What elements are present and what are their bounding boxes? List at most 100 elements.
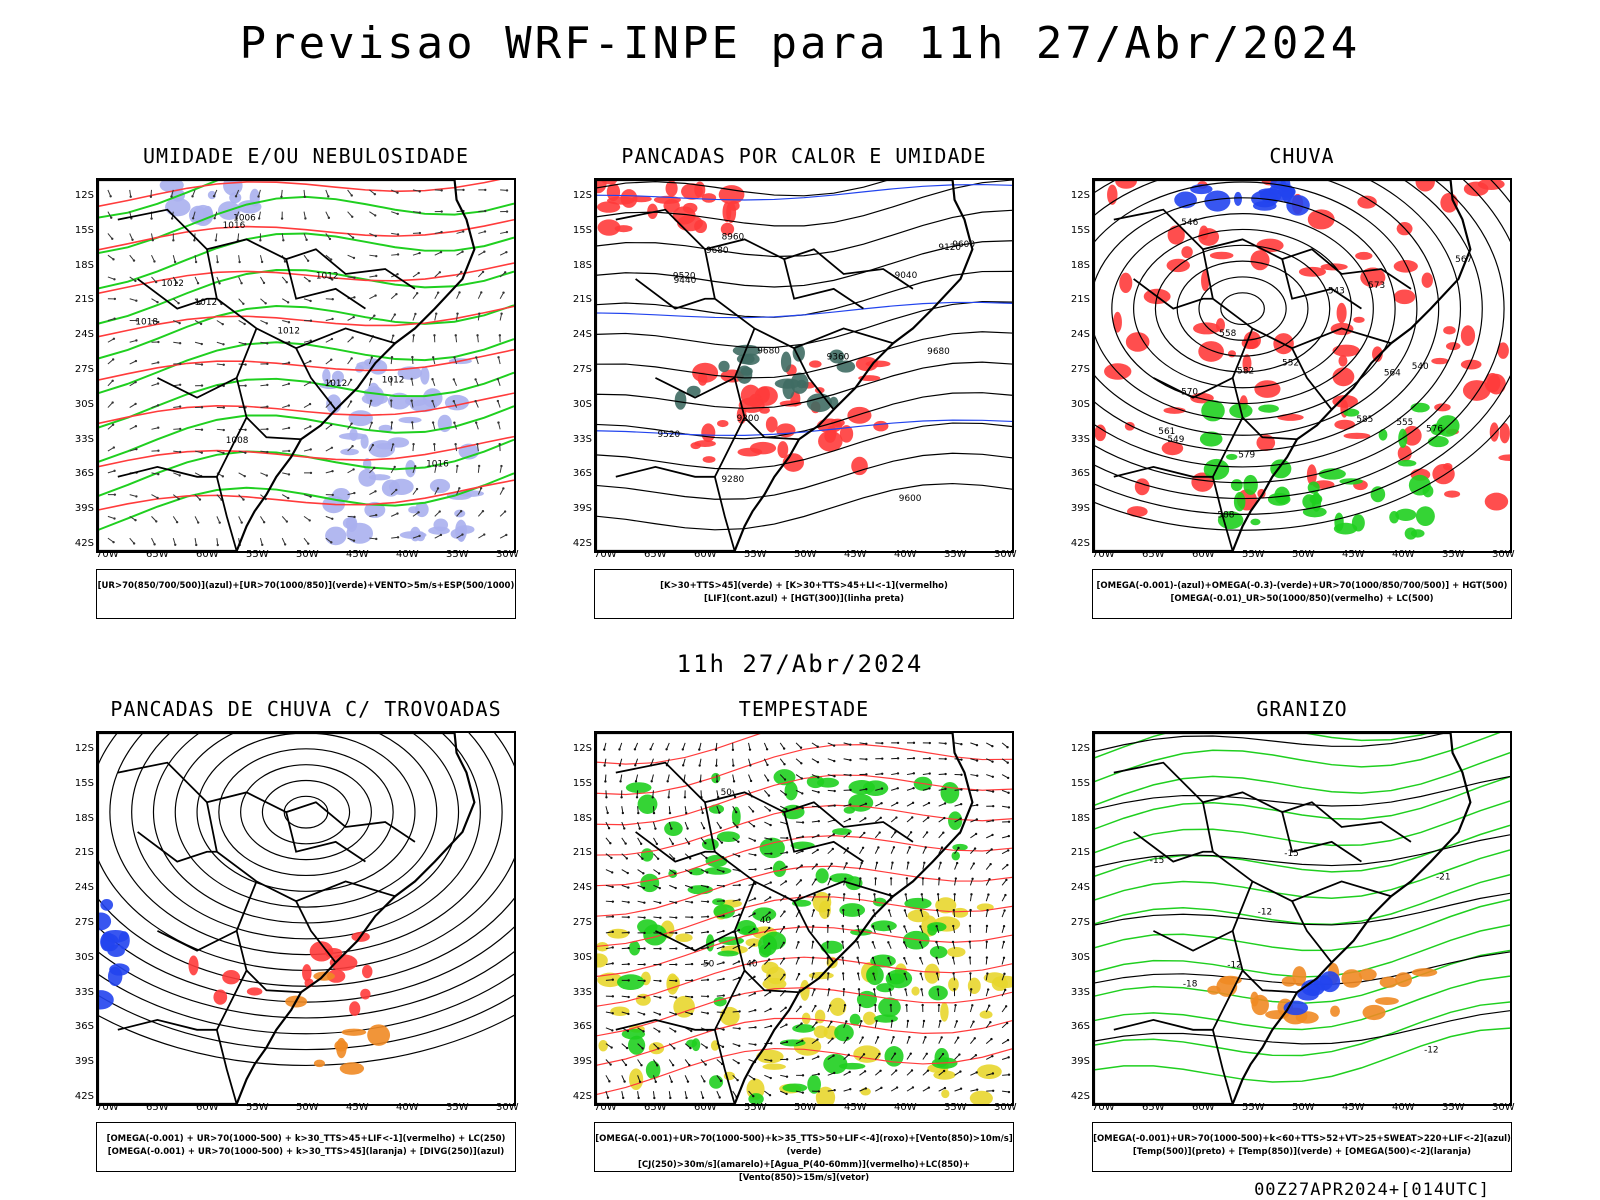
- longitude-tick: 45W: [346, 549, 369, 560]
- latitude-tick: 33S: [74, 986, 94, 998]
- longitude-axis: 70W 65W 60W 55W 50W 45W 40W 35W 30W: [594, 1102, 1017, 1116]
- country-border: [655, 930, 736, 952]
- longitude-tick: 30W: [994, 549, 1017, 560]
- latitude-tick: 39S: [572, 503, 592, 515]
- longitude-tick: 55W: [1242, 549, 1265, 560]
- country-border: [1281, 258, 1362, 310]
- weather-map: 588 585 582 579 576 573 570 567 564 561 558 555 552 5…: [1092, 178, 1512, 553]
- contour-label: 588: [1217, 510, 1234, 520]
- contour-label: 9520: [658, 430, 681, 440]
- contour-label: 9040: [895, 271, 918, 281]
- contour-label: 40: [746, 960, 758, 970]
- longitude-axis: 70W 65W 60W 55W 50W 45W 40W 35W 30W: [1092, 549, 1515, 563]
- page-title: Previsao WRF-INPE para 11h 27/Abr/2024: [239, 18, 1361, 69]
- contour-label: 9440: [674, 276, 697, 286]
- latitude-axis: 12S 15S 18S 21S 24S 27S 30S 33S 36S 39S 42S: [1058, 731, 1092, 1106]
- contour-label: 1016: [426, 459, 449, 469]
- contour-label: 50: [703, 960, 715, 970]
- country-border: [206, 802, 337, 964]
- contour-label: -12: [1424, 1046, 1439, 1056]
- country-border: [783, 258, 864, 310]
- contour-label: 1012: [195, 298, 218, 308]
- weather-map: 40 50 50 40: [594, 731, 1014, 1106]
- country-border: [206, 249, 337, 411]
- longitude-axis: 70W 65W 60W 55W 50W 45W 40W 35W 30W: [1092, 1102, 1515, 1116]
- latitude-tick: 18S: [74, 259, 94, 271]
- latitude-tick: 18S: [74, 812, 94, 824]
- latitude-tick: 21S: [74, 294, 94, 306]
- contour-label: 9200: [737, 414, 760, 424]
- contour-label: 561: [1158, 427, 1175, 437]
- contour-label: 567: [1455, 255, 1472, 265]
- country-border: [1291, 880, 1392, 903]
- country-border: [215, 970, 248, 1104]
- contour-label: 8960: [722, 232, 745, 242]
- contour-label: 549: [1167, 435, 1184, 445]
- contour-label: -15: [1284, 849, 1299, 859]
- country-border: [137, 831, 217, 863]
- mid-title: 11h 27/Abr/2024: [676, 650, 924, 678]
- longitude-tick: 65W: [1142, 549, 1165, 560]
- contour-label: 543: [1328, 287, 1345, 297]
- longitude-tick: 45W: [346, 1102, 369, 1113]
- longitude-tick: 35W: [944, 549, 967, 560]
- country-border: [137, 278, 217, 310]
- weather-map: [96, 731, 516, 1106]
- contour-label: 1012: [316, 271, 339, 281]
- country-border: [1153, 930, 1234, 952]
- latitude-axis: 12S 15S 18S 21S 24S 27S 30S 33S 36S 39S 42S: [1058, 178, 1092, 553]
- longitude-tick: 30W: [1492, 1102, 1515, 1113]
- legend-line: [OMEGA(-0.001) + UR>70(1000-500) + k>30_…: [106, 1134, 506, 1144]
- country-border: [1133, 278, 1213, 310]
- contour-label: 9600: [899, 494, 922, 504]
- thunder-red: [188, 931, 373, 1016]
- latitude-tick: 27S: [74, 364, 94, 375]
- latitude-tick: 27S: [1070, 364, 1090, 375]
- contour-label: 1006: [233, 213, 256, 223]
- latitude-tick: 30S: [572, 398, 592, 410]
- latitude-tick: 27S: [572, 364, 592, 375]
- contour-label: 1012: [277, 326, 300, 336]
- contour-label: 540: [1412, 362, 1429, 372]
- longitude-tick: 40W: [894, 1102, 917, 1113]
- latitude-tick: 30S: [572, 951, 592, 963]
- longitude-tick: 55W: [744, 1102, 767, 1113]
- longitude-tick: 35W: [446, 549, 469, 560]
- longitude-tick: 40W: [396, 1102, 419, 1113]
- latitude-tick: 18S: [572, 259, 592, 271]
- latitude-tick: 21S: [1070, 847, 1090, 859]
- longitude-tick: 40W: [1392, 549, 1415, 560]
- latitude-tick: 36S: [74, 468, 94, 480]
- country-border: [1211, 970, 1244, 1104]
- panel-legend: [OMEGA(-0.001)-(azul)+OMEGA(-0.3)-(verde…: [1092, 569, 1512, 619]
- latitude-tick: 42S: [572, 1091, 592, 1102]
- latitude-tick: 21S: [74, 847, 94, 859]
- legend-line: [CJ(250)>30m/s](amarelo)+[Agua_P(40-60mm…: [637, 1160, 971, 1183]
- country-border: [783, 811, 864, 863]
- latitude-tick: 36S: [74, 1021, 94, 1033]
- latitude-tick: 33S: [1070, 433, 1090, 445]
- country-border: [1291, 327, 1392, 350]
- longitude-tick: 35W: [446, 1102, 469, 1113]
- longitude-tick: 30W: [1492, 549, 1515, 560]
- latitude-tick: 12S: [1070, 743, 1090, 754]
- panel-legend: [OMEGA(-0.001) + UR>70(1000-500) + k>30_…: [96, 1122, 516, 1172]
- contour-label: 9520: [673, 271, 696, 281]
- panel-legend: [K>30+TTS>45](verde) + [K>30+TTS>45+LI<-…: [594, 569, 1014, 619]
- longitude-tick: 55W: [744, 549, 767, 560]
- contour-label: 1016: [223, 221, 246, 231]
- panel-title: PANCADAS POR CALOR E UMIDADE: [621, 144, 987, 168]
- latitude-tick: 18S: [1070, 812, 1090, 824]
- panel-title: PANCADAS DE CHUVA C/ TROVOADAS: [110, 697, 502, 721]
- wind850-vectors: [603, 741, 1011, 1100]
- contour-label: 1018: [135, 317, 158, 327]
- latitude-tick: 15S: [74, 777, 94, 789]
- weather-map: -12 -15 -18 -21 -12 -15 -12: [1092, 731, 1512, 1106]
- country-border: [635, 278, 715, 310]
- longitude-tick: 60W: [1192, 549, 1215, 560]
- contour-label: 1012: [382, 376, 405, 386]
- contour-label: 1008: [226, 436, 249, 446]
- contour-label: -18: [1183, 980, 1198, 990]
- country-border: [157, 377, 238, 399]
- longitude-tick: 55W: [246, 1102, 269, 1113]
